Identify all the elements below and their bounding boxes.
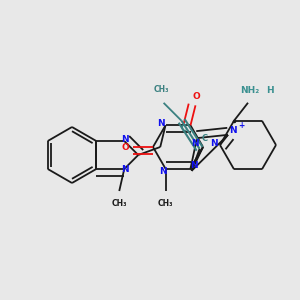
- Text: C: C: [181, 124, 187, 133]
- Text: N: N: [157, 119, 164, 128]
- Text: CH₃: CH₃: [154, 85, 170, 94]
- Text: N: N: [210, 139, 218, 148]
- Text: N: N: [159, 167, 166, 176]
- Text: N: N: [190, 161, 197, 170]
- Text: NH₂: NH₂: [240, 86, 260, 95]
- Text: N: N: [122, 166, 129, 175]
- Text: N: N: [122, 136, 129, 145]
- Text: H: H: [266, 86, 274, 95]
- Text: O: O: [121, 142, 129, 152]
- Text: O: O: [193, 92, 200, 101]
- Text: C: C: [202, 134, 208, 143]
- Text: N: N: [229, 126, 237, 135]
- Text: CH₃: CH₃: [112, 199, 127, 208]
- Text: +: +: [238, 121, 244, 130]
- Text: N: N: [191, 139, 199, 148]
- Text: CH₃: CH₃: [158, 199, 173, 208]
